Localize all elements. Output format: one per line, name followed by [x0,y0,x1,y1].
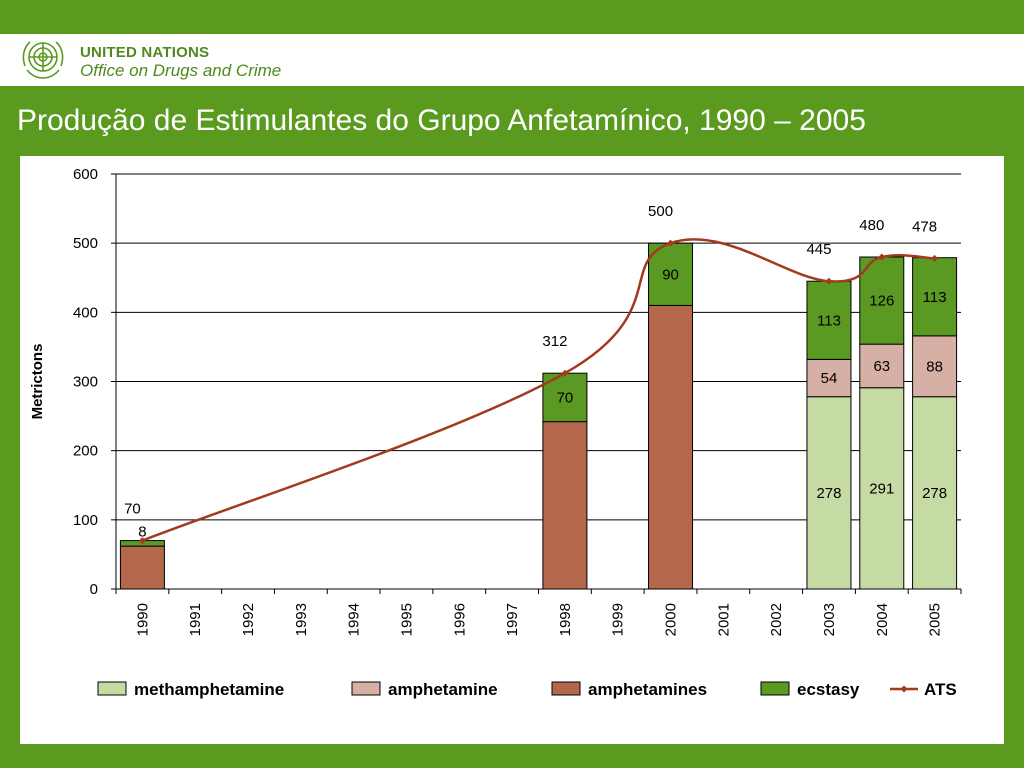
bar-ecstasy [806,280,852,360]
x-tick-label: 1995 [398,603,415,636]
right-green-border [1004,156,1024,768]
x-tick-label: 1991 [187,603,204,636]
y-tick-label: 600 [73,166,98,183]
legend-swatch-ecstasy [760,681,790,696]
x-tick-label: 1993 [293,603,310,636]
un-emblem-icon [22,41,64,79]
bar-amphetamines [648,304,694,590]
legend-swatch-amphetamine [351,681,381,696]
ats-marker [878,253,886,261]
y-tick-label: 100 [73,512,98,529]
y-axis-title: Metrictons [29,344,46,420]
x-tick-label: 1998 [557,603,574,636]
org-name-line1: UNITED NATIONS [80,44,210,61]
ats-line [138,238,939,545]
ats-line-path [141,238,935,542]
bar-methamphetamine [912,396,958,590]
x-tick-label: 1990 [134,603,151,636]
total-label: 500 [648,203,673,220]
bar-ecstasy [859,256,905,345]
ats-marker [931,254,939,262]
legend-swatch-methamphetamine [97,681,127,696]
total-label: 478 [912,218,937,235]
left-green-border [0,156,20,768]
segment-label: 291 [869,480,894,497]
y-tick-label: 400 [73,304,98,321]
x-tick-label: 2001 [715,603,732,636]
x-tick-label: 2004 [874,603,891,636]
y-tick-label: 200 [73,443,98,460]
legend-label-amphetamines: amphetamines [588,680,707,699]
legend-swatch-amphetamines [551,681,581,696]
bottom-green-band [0,744,1024,768]
org-logo-text: UNITED NATIONS Office on Drugs and Crime [80,44,281,80]
segment-label: 70 [557,389,574,406]
bar-ecstasy [912,257,958,337]
total-label: 480 [859,217,884,234]
data-labels: 8 70 90 278 54 113 291 63 126 278 88 113 70 312 500 445… [124,203,947,540]
chart-panel: 0 100 200 300 400 500 600 1990 1991 1992 1993 1994 1… [20,156,1004,744]
x-tick-label: 2003 [821,603,838,636]
org-name-line2: Office on Drugs and Crime [80,61,282,80]
x-tick-label: 1997 [504,603,521,636]
x-tick-label: 1999 [610,603,627,636]
bar-methamphetamine [859,387,905,590]
title-band [0,86,1024,156]
legend-label-methamphetamine: methamphetamine [134,680,284,699]
x-tick-label: 1992 [240,603,257,636]
segment-label: 278 [922,485,947,502]
segment-label: 88 [926,358,943,375]
top-green-band [0,0,1024,34]
stacked-bar-chart: 0 100 200 300 400 500 600 1990 1991 1992 1993 1994 1… [29,166,962,699]
x-tick-label: 2000 [663,603,680,636]
segment-label: 126 [869,293,894,310]
y-tick-label: 300 [73,374,98,391]
legend-marker-ats [900,685,908,693]
ats-marker [667,239,675,247]
y-tick-label: 500 [73,235,98,252]
legend-label-ecstasy: ecstasy [797,680,860,699]
segment-label: 90 [662,266,679,283]
bar-amphetamines [542,421,588,590]
x-tick-label: 1994 [346,603,363,636]
bars [119,242,958,590]
segment-label: 113 [817,312,841,329]
x-tick-label: 1996 [451,603,468,636]
legend-label-amphetamine: amphetamine [388,680,498,699]
segment-label: 8 [138,524,146,541]
segment-label: 278 [816,485,841,502]
segment-label: 54 [821,370,838,387]
ats-marker [825,277,833,285]
bar-amphetamine [912,335,958,398]
bar-amphetamine [806,358,852,398]
total-label: 70 [124,501,141,518]
x-tick-label: 2005 [927,603,944,636]
segment-label: 113 [923,289,947,306]
legend-label-ats: ATS [924,680,957,699]
bar-amphetamines [119,545,165,590]
legend: methamphetamine amphetamine amphetamines ec… [97,680,957,699]
x-tick-label: 2002 [768,603,785,636]
axes: 0 100 200 300 400 500 600 1990 1991 1992 1993 1994 1… [29,166,962,636]
header-area [0,34,1024,86]
total-label: 445 [806,241,831,258]
slide-title: Produção de Estimulantes do Grupo Anfeta… [17,104,866,137]
ats-marker [138,537,146,545]
segment-label: 63 [873,358,890,375]
y-tick-label: 0 [90,581,98,598]
total-label: 312 [542,333,567,350]
ats-marker [561,369,569,377]
